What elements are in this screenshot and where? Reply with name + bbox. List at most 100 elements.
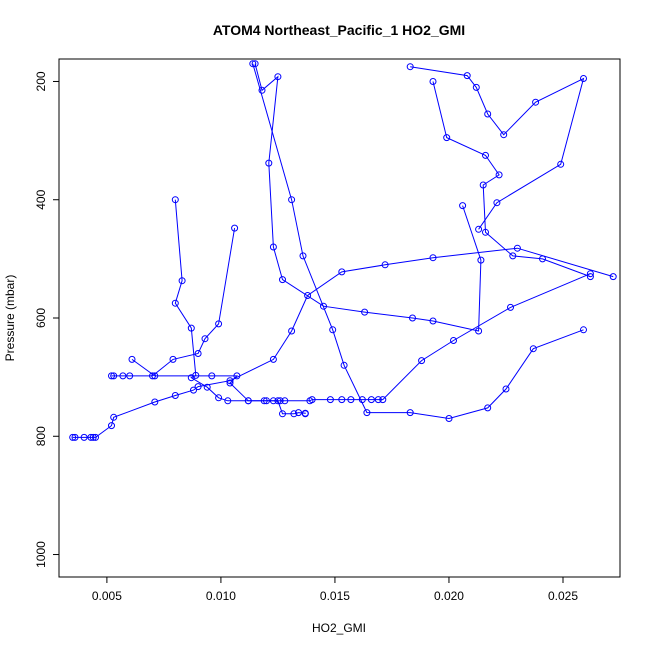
data-point — [251, 60, 259, 68]
data-point — [288, 196, 296, 204]
data-point — [249, 60, 257, 68]
data-point — [484, 404, 492, 412]
chart-title: ATOM4 Northeast_Pacific_1 HO2_GMI — [213, 22, 465, 38]
y-tick-label: 400 — [34, 189, 48, 209]
data-point — [87, 433, 95, 441]
data-point — [429, 78, 437, 85]
data-point — [281, 397, 289, 405]
series-line — [410, 66, 585, 230]
series-1 — [171, 196, 309, 418]
data-point — [215, 320, 223, 328]
data-point — [329, 326, 337, 334]
data-point — [279, 410, 286, 418]
data-point — [208, 372, 216, 380]
data-point — [429, 317, 437, 325]
data-point — [580, 326, 587, 334]
series-2 — [108, 224, 239, 380]
data-point — [108, 372, 115, 380]
data-point — [586, 273, 594, 281]
y-tick-label: 200 — [34, 71, 48, 91]
series-line — [432, 81, 591, 278]
y-tick-label: 800 — [34, 426, 48, 446]
data-point — [215, 394, 223, 402]
y-axis: 200 400 600 800 1000 — [34, 71, 59, 568]
data-point — [463, 72, 471, 80]
data-point — [201, 335, 209, 343]
data-point — [151, 398, 159, 406]
data-point — [539, 255, 546, 263]
series-6 — [249, 60, 587, 422]
data-point — [92, 433, 99, 441]
data-point — [108, 422, 115, 430]
data-point — [379, 396, 387, 404]
data-point — [265, 159, 273, 167]
data-point — [443, 134, 451, 142]
series-line — [111, 228, 236, 377]
data-point — [226, 379, 234, 387]
data-point — [409, 314, 416, 322]
plot-area — [58, 58, 621, 578]
data-point — [532, 98, 540, 106]
data-point — [194, 383, 202, 391]
data-point — [274, 73, 282, 81]
series-4 — [69, 244, 617, 441]
data-point — [110, 372, 118, 380]
data-point — [171, 392, 179, 399]
data-point — [445, 415, 453, 422]
plot-frame — [58, 58, 621, 578]
data-point — [169, 355, 177, 363]
data-point — [151, 372, 159, 380]
data-point — [80, 433, 88, 441]
data-point — [187, 374, 195, 382]
data-point — [326, 396, 334, 404]
data-point — [347, 396, 355, 404]
series-8 — [429, 78, 594, 281]
data-point — [110, 413, 118, 421]
y-tick-label: 600 — [34, 308, 48, 328]
y-tick-label: 1000 — [34, 541, 48, 568]
data-point — [493, 199, 501, 207]
data-point — [194, 350, 202, 357]
series-line — [131, 273, 591, 402]
data-point — [459, 202, 467, 210]
data-point — [304, 292, 312, 299]
series-layer — [69, 60, 617, 441]
series-7 — [406, 63, 587, 233]
data-point — [477, 256, 485, 264]
y-axis-label: Pressure (mbar) — [3, 275, 17, 362]
data-point — [374, 396, 382, 404]
x-tick-label: 0.010 — [206, 589, 236, 603]
data-point — [381, 261, 389, 269]
data-point — [529, 345, 537, 353]
data-point — [482, 228, 489, 236]
data-point — [418, 357, 426, 365]
data-point — [361, 308, 369, 316]
data-point — [279, 276, 286, 284]
x-tick-label: 0.005 — [92, 589, 122, 603]
data-point — [484, 110, 492, 118]
data-point — [320, 302, 327, 310]
data-point — [507, 303, 514, 311]
data-point — [263, 397, 270, 405]
data-point — [472, 83, 480, 91]
data-point — [482, 151, 489, 159]
data-point — [226, 377, 234, 385]
data-point — [475, 225, 483, 233]
data-point — [128, 355, 136, 363]
data-point — [71, 433, 79, 441]
series-line — [252, 63, 584, 420]
series-line — [72, 247, 614, 438]
data-point — [450, 337, 457, 344]
data-point — [224, 397, 232, 405]
data-point — [231, 224, 239, 232]
data-point — [495, 171, 503, 179]
data-point — [119, 372, 127, 380]
data-point — [269, 243, 277, 251]
data-point — [276, 397, 284, 405]
data-point — [187, 324, 195, 332]
data-point — [126, 372, 134, 380]
data-point — [258, 86, 266, 94]
data-point — [513, 244, 521, 252]
data-point — [269, 397, 277, 405]
data-point — [586, 270, 594, 278]
